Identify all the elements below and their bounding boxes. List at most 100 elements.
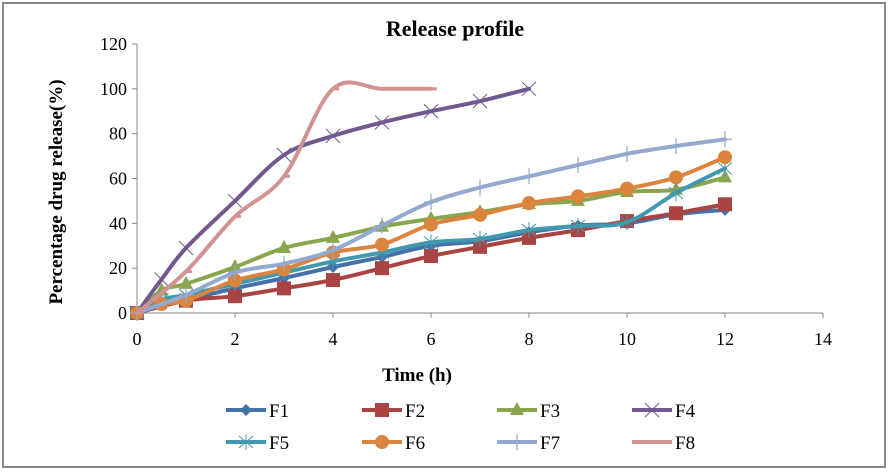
x-tick-label: 12 <box>716 329 734 349</box>
legend-label: F8 <box>675 433 695 454</box>
data-point-f7 <box>522 168 536 185</box>
legend-label: F3 <box>540 401 560 422</box>
data-point-f6 <box>424 217 438 232</box>
marker-stroke <box>644 402 660 418</box>
data-point-f2 <box>375 261 389 276</box>
legend-label: F1 <box>269 401 289 422</box>
data-point-f4 <box>423 103 439 119</box>
data-point-f7 <box>375 217 389 234</box>
legend-marker <box>510 402 524 415</box>
data-point-f4 <box>154 272 169 287</box>
marker-stroke <box>472 93 488 109</box>
legend: F1 F2 F3 F4 F5 F6 F7 F8 <box>226 401 696 454</box>
legend-marker <box>510 434 524 450</box>
y-tick-label: 80 <box>109 124 127 144</box>
x-tick-label: 0 <box>133 329 142 349</box>
marker-stroke <box>423 103 439 119</box>
marker-stroke <box>178 240 194 256</box>
data-point-f4 <box>178 240 194 256</box>
data-point-f4 <box>276 147 292 163</box>
x-tick-label: 4 <box>329 329 338 349</box>
data-point-f7 <box>228 264 242 281</box>
marker-stroke <box>325 128 341 144</box>
chart-title: Release profile <box>386 16 525 41</box>
data-point-f7 <box>669 137 683 154</box>
legend-label: F7 <box>540 433 560 454</box>
legend-label: F5 <box>269 433 289 454</box>
series-f6 <box>130 150 732 320</box>
marker-stroke <box>276 147 292 163</box>
legend-item-f1: F1 <box>226 401 289 422</box>
data-point-f6 <box>522 196 536 211</box>
series-f8 <box>135 80 437 315</box>
legend-item-f6: F6 <box>362 433 425 454</box>
data-point-f7 <box>277 255 291 272</box>
legend-marker <box>375 435 389 449</box>
legend-label: F4 <box>675 401 696 422</box>
series-layer <box>129 80 733 321</box>
x-tick-label: 6 <box>427 329 436 349</box>
x-axis-title: Time (h) <box>382 365 452 386</box>
data-point-f4 <box>472 93 488 109</box>
data-point-f6 <box>620 181 634 196</box>
data-point-f4 <box>325 128 341 144</box>
data-point-f4 <box>227 193 243 209</box>
data-point-f6 <box>669 170 683 185</box>
x-tick-label: 2 <box>231 329 240 349</box>
legend-item-f7: F7 <box>497 433 560 454</box>
y-tick-label: 40 <box>109 213 127 233</box>
legend-item-f4: F4 <box>632 401 696 422</box>
marker-stroke <box>521 81 537 97</box>
legend-marker <box>375 403 389 417</box>
data-point-f7 <box>571 157 585 174</box>
data-point-f2 <box>228 289 242 304</box>
data-point-f7 <box>326 242 340 259</box>
legend-marker <box>238 434 254 450</box>
y-tick-label: 60 <box>109 169 127 189</box>
marker-stroke <box>227 193 243 209</box>
data-point-f6 <box>571 189 585 204</box>
data-point-f6 <box>375 237 389 252</box>
marker-stroke <box>154 272 169 287</box>
data-point-f3 <box>179 275 193 289</box>
data-point-f7 <box>620 145 634 162</box>
data-point-f7 <box>718 131 732 148</box>
x-tick-label: 14 <box>814 329 832 349</box>
axes: 0 20 40 60 80 100 120 0 2 4 6 8 10 12 14 <box>100 34 832 349</box>
data-point-f5 <box>472 231 488 248</box>
data-point-f6 <box>473 207 487 222</box>
y-axis-title: Percentage drug release(%) <box>46 79 67 304</box>
legend-item-f8: F8 <box>632 433 695 454</box>
data-point-f6 <box>718 150 732 165</box>
legend-item-f3: F3 <box>497 401 560 422</box>
legend-item-f5: F5 <box>226 433 289 454</box>
data-point-f5 <box>521 222 537 239</box>
y-tick-label: 20 <box>109 258 127 278</box>
marker-stroke <box>374 115 390 130</box>
data-point-f7 <box>424 194 438 211</box>
legend-marker <box>644 402 660 418</box>
data-point-f7 <box>179 287 193 304</box>
data-point-f2 <box>424 249 438 264</box>
y-tick-label: 0 <box>118 303 127 323</box>
data-point-f2 <box>326 273 340 288</box>
data-point-f5 <box>570 218 586 235</box>
data-point-f2 <box>718 197 732 212</box>
data-point-f2 <box>277 281 291 296</box>
y-tick-label: 120 <box>100 34 127 54</box>
data-point-f5 <box>668 185 684 202</box>
legend-label: F2 <box>405 401 425 422</box>
legend-label: F6 <box>405 433 425 454</box>
data-point-f3 <box>277 239 291 253</box>
series-f7 <box>130 131 732 321</box>
data-point-f5 <box>619 214 635 231</box>
chart-frame <box>2 2 886 468</box>
data-point-f7 <box>473 179 487 196</box>
data-point-f5 <box>423 234 439 251</box>
legend-marker <box>240 404 252 416</box>
x-tick-label: 8 <box>525 329 534 349</box>
data-point-f4 <box>374 115 390 130</box>
y-tick-label: 100 <box>100 79 127 99</box>
data-point-f4 <box>521 81 537 97</box>
